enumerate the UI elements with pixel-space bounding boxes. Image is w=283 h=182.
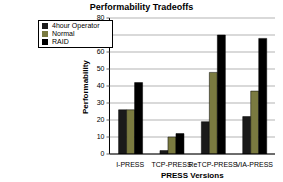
svg-text:I-PRESS: I-PRESS bbox=[116, 161, 144, 168]
svg-text:Performability: Performability bbox=[81, 60, 90, 114]
svg-text:60: 60 bbox=[97, 48, 105, 55]
html-text:Normal: Normal bbox=[52, 30, 75, 37]
svg-text:40: 40 bbox=[97, 82, 105, 89]
html-text:4hour Operator: 4hour Operator bbox=[52, 22, 100, 29]
html-text:Performability Tradeoffs: Performability Tradeoffs bbox=[89, 2, 194, 12]
svg-text:20: 20 bbox=[97, 116, 105, 123]
svg-text:TCP-PRESS: TCP-PRESS bbox=[152, 161, 192, 168]
svg-text:PRESS Versions: PRESS Versions bbox=[161, 171, 224, 180]
svg-text:80: 80 bbox=[97, 14, 105, 21]
svg-text:ReTCP-PRESS: ReTCP-PRESS bbox=[188, 161, 237, 168]
svg-text:VIA-PRESS: VIA-PRESS bbox=[236, 161, 274, 168]
html-text:RAID: RAID bbox=[52, 38, 69, 45]
svg-text:10: 10 bbox=[97, 133, 105, 140]
svg-text:70: 70 bbox=[97, 31, 105, 38]
svg-text:0: 0 bbox=[101, 150, 105, 157]
svg-text:30: 30 bbox=[97, 99, 105, 106]
svg-text:50: 50 bbox=[97, 65, 105, 72]
